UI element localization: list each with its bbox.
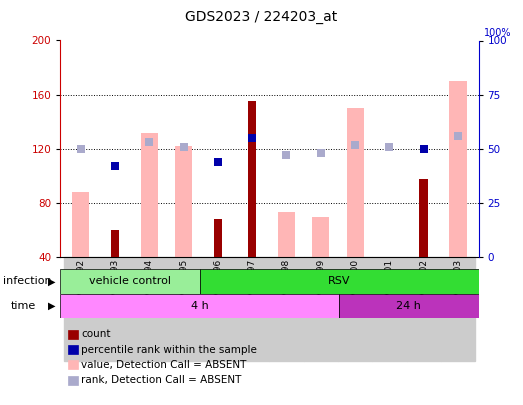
Bar	[201, 257, 235, 361]
Bar	[248, 101, 256, 257]
Bar	[338, 257, 372, 361]
Bar	[200, 269, 479, 294]
Text: infection: infection	[3, 277, 51, 286]
Bar	[166, 257, 201, 361]
Bar	[419, 179, 428, 257]
Text: ▶: ▶	[48, 301, 55, 311]
Text: time: time	[10, 301, 36, 311]
Bar	[111, 230, 119, 257]
Text: 4 h: 4 h	[191, 301, 209, 311]
Bar	[304, 257, 338, 361]
Bar	[175, 146, 192, 257]
Bar	[406, 257, 441, 361]
Bar	[339, 294, 479, 318]
Text: percentile rank within the sample: percentile rank within the sample	[81, 345, 257, 354]
Text: vehicle control: vehicle control	[89, 277, 171, 286]
Text: RSV: RSV	[328, 277, 350, 286]
Bar	[64, 257, 98, 361]
Bar	[60, 294, 339, 318]
Bar	[312, 217, 329, 257]
Bar	[235, 257, 269, 361]
Bar	[278, 213, 295, 257]
Bar	[98, 257, 132, 361]
Bar	[213, 219, 222, 257]
Bar	[441, 257, 475, 361]
Bar	[141, 132, 158, 257]
Bar	[132, 257, 166, 361]
Bar	[60, 269, 200, 294]
Bar	[372, 257, 406, 361]
Bar	[269, 257, 304, 361]
Text: 24 h: 24 h	[396, 301, 421, 311]
Bar	[72, 192, 89, 257]
Text: rank, Detection Call = ABSENT: rank, Detection Call = ABSENT	[81, 375, 242, 385]
Bar	[347, 108, 363, 257]
Text: 100%: 100%	[484, 28, 511, 38]
Text: GDS2023 / 224203_at: GDS2023 / 224203_at	[185, 10, 338, 24]
Text: value, Detection Call = ABSENT: value, Detection Call = ABSENT	[81, 360, 246, 370]
Bar	[449, 81, 467, 257]
Text: ▶: ▶	[48, 277, 55, 286]
Text: count: count	[81, 329, 110, 339]
